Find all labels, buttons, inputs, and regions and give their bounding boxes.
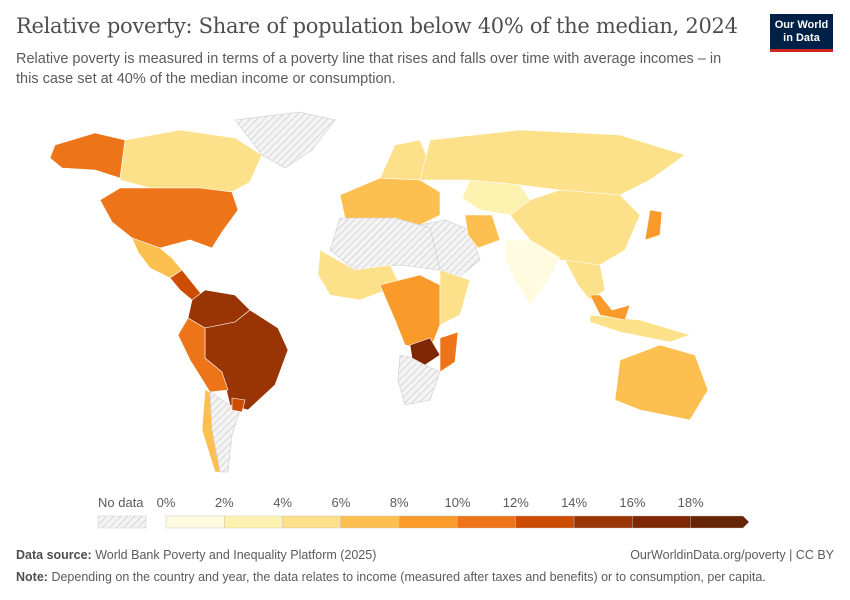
legend-bin[interactable] xyxy=(690,515,750,529)
country-indonesia[interactable] xyxy=(589,314,691,343)
country-australia[interactable] xyxy=(614,344,709,421)
note: Note: Depending on the country and year,… xyxy=(16,570,766,584)
country-greenland[interactable] xyxy=(234,111,336,169)
legend-tick-label: 4% xyxy=(273,495,292,510)
legend-tick-label: 2% xyxy=(214,495,234,510)
legend-bin[interactable] xyxy=(515,515,575,529)
world-map xyxy=(49,111,709,473)
country-west-africa[interactable] xyxy=(317,249,401,301)
no-data-swatch xyxy=(97,515,147,529)
country-scandinavia[interactable] xyxy=(379,139,431,181)
legend-bin[interactable] xyxy=(632,515,691,529)
legend-bin[interactable] xyxy=(573,515,633,529)
note-text: Depending on the country and year, the d… xyxy=(51,570,766,584)
country-india[interactable] xyxy=(504,239,561,306)
country-uruguay[interactable] xyxy=(231,397,246,413)
country-north-africa[interactable] xyxy=(329,217,441,271)
country-russia[interactable] xyxy=(419,129,686,196)
url-text[interactable]: OurWorldinData.org/poverty | CC BY xyxy=(630,548,834,562)
country-central-america[interactable] xyxy=(169,269,203,301)
country-southeast-asia[interactable] xyxy=(564,259,606,301)
legend-bin[interactable] xyxy=(457,515,516,529)
legend-bin[interactable] xyxy=(165,515,225,529)
chart-title: Relative poverty: Share of population be… xyxy=(16,14,738,38)
country-canada[interactable] xyxy=(119,129,263,193)
legend-bin[interactable] xyxy=(340,515,400,529)
country-east-africa[interactable] xyxy=(439,269,471,326)
data-source: Data source: World Bank Poverty and Ineq… xyxy=(16,548,376,562)
map-legend: No data 0% 2% 4% 6% 8% 10% 12% 14% 16% 18% xyxy=(0,495,850,535)
legend-tick-label: 0% xyxy=(156,495,176,510)
country-mozambique[interactable] xyxy=(439,331,459,373)
country-peru-bolivia[interactable] xyxy=(177,317,229,393)
legend-tick-label: 12% xyxy=(502,495,529,510)
no-data-label: No data xyxy=(98,495,144,510)
legend-tick-label: 16% xyxy=(619,495,646,510)
legend-tick-label: 8% xyxy=(389,495,409,510)
country-south-africa[interactable] xyxy=(397,354,441,406)
logo-text: Our World in Data xyxy=(774,19,829,44)
legend-bin[interactable] xyxy=(399,515,458,529)
country-zambia[interactable] xyxy=(409,337,441,366)
country-argentina[interactable] xyxy=(209,391,241,473)
country-japan[interactable] xyxy=(644,209,663,241)
country-malaysia[interactable] xyxy=(589,294,631,321)
note-label: Note: xyxy=(16,570,48,584)
legend-tick-label: 10% xyxy=(444,495,471,510)
legend-bin[interactable] xyxy=(224,515,283,529)
country-united-states[interactable] xyxy=(99,187,239,249)
source-text: World Bank Poverty and Inequality Platfo… xyxy=(95,548,377,562)
owid-logo[interactable]: Our World in Data xyxy=(770,14,833,52)
source-label: Data source: xyxy=(16,548,92,562)
country-iran[interactable] xyxy=(464,214,501,249)
legend-tick-label: 18% xyxy=(677,495,704,510)
chart-subtitle: Relative poverty is measured in terms of… xyxy=(16,51,722,87)
legend-bin[interactable] xyxy=(282,515,342,529)
country-central-africa[interactable] xyxy=(379,274,441,351)
legend-tick-label: 6% xyxy=(331,495,351,510)
country-alaska-united-states-[interactable] xyxy=(49,132,126,179)
legend-tick-label: 14% xyxy=(561,495,588,510)
source-url[interactable]: OurWorldinData.org/poverty | CC BY xyxy=(630,548,834,562)
legend-scale xyxy=(97,515,750,529)
